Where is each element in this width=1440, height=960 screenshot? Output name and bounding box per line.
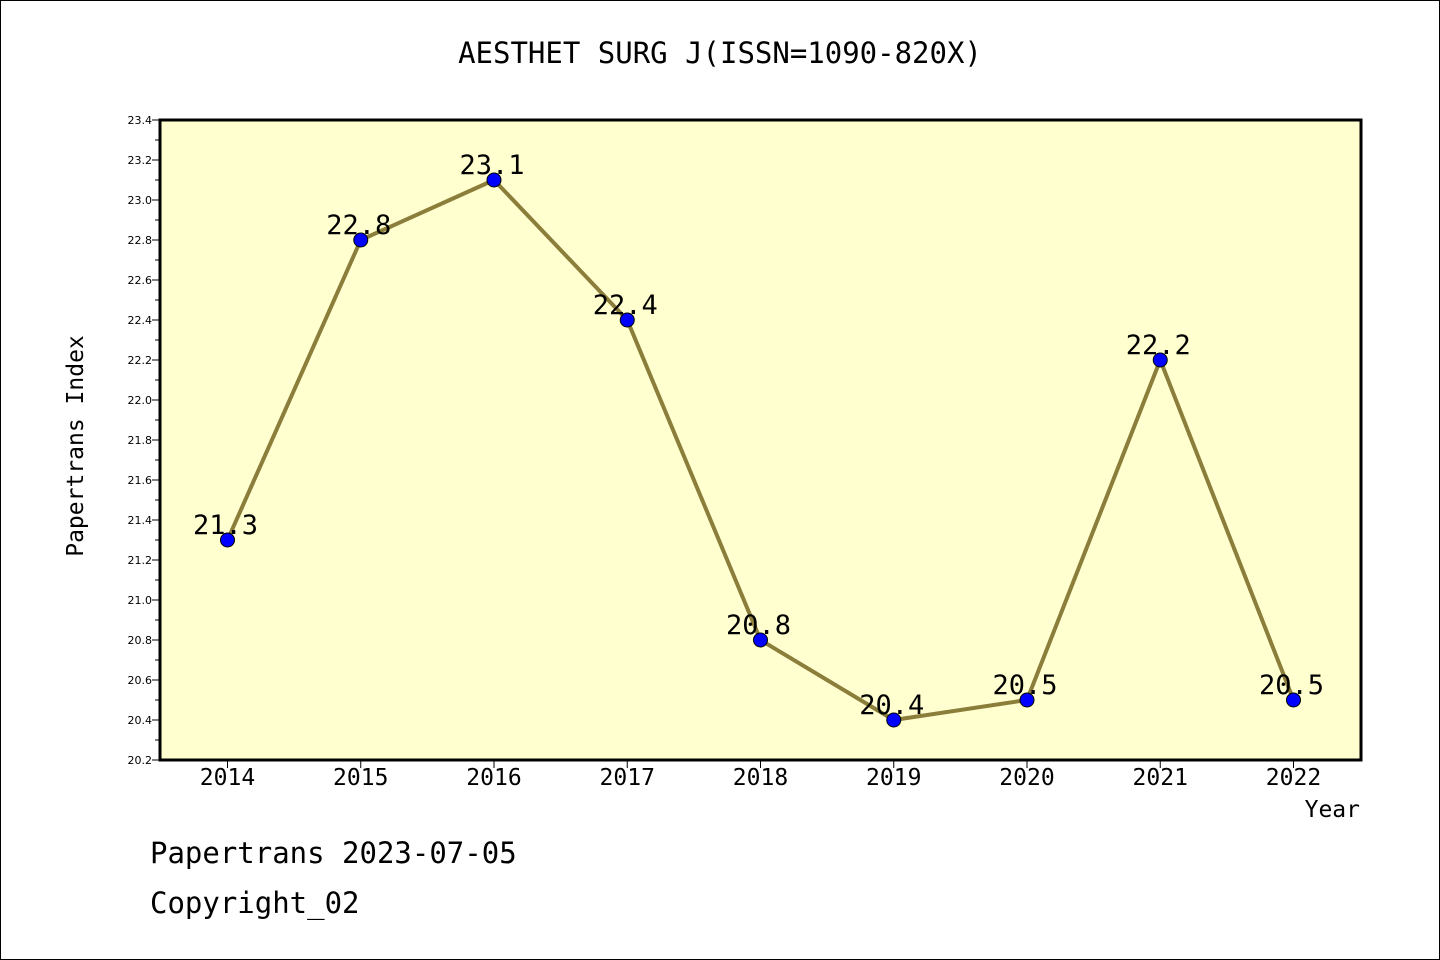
x-tick-label: 2016 — [466, 765, 521, 791]
y-tick-label: 22.6 — [128, 274, 153, 287]
data-label: 20.5 — [992, 670, 1057, 701]
y-axis: 20.2 20.4 20.6 20.8 21.0 21.2 21.4 21.6 21.8 22.0… — [128, 114, 160, 767]
data-label: 22.8 — [326, 210, 391, 241]
chart-title: AESTHET SURG J(ISSN=1090-820X) — [458, 36, 982, 70]
data-point — [753, 632, 768, 648]
x-tick-label: 2020 — [999, 765, 1054, 791]
x-tick-label: 2017 — [600, 765, 655, 791]
x-tick-label: 2014 — [200, 765, 255, 791]
y-tick-label: 22.2 — [128, 354, 153, 367]
x-tick-label: 2021 — [1133, 765, 1188, 791]
data-point — [619, 312, 635, 328]
data-label: 20.4 — [859, 690, 924, 721]
data-label: 21.3 — [193, 510, 258, 541]
y-tick-label: 20.4 — [128, 714, 153, 727]
footer-date: Papertrans 2023-07-05 — [150, 836, 517, 870]
y-tick-label: 21.6 — [128, 474, 153, 487]
x-tick-label: 2015 — [333, 765, 388, 791]
y-axis-title: Papertrans Index — [63, 335, 89, 557]
data-point — [1286, 692, 1301, 708]
x-axis-title: Year — [1304, 797, 1360, 823]
footer-copyright: Copyright_02 — [150, 886, 360, 920]
y-tick-label: 21.4 — [128, 514, 153, 527]
x-tick-label: 2022 — [1266, 765, 1321, 791]
y-tick-label: 21.2 — [128, 554, 153, 567]
data-point — [220, 532, 235, 548]
y-tick-label: 22.8 — [128, 234, 153, 247]
x-tick-label: 2019 — [866, 765, 921, 791]
data-label: 22.2 — [1126, 330, 1191, 361]
plot-area — [158, 118, 1363, 762]
data-label: 20.8 — [726, 610, 791, 641]
x-axis: 2014 2015 2016 2017 2018 2019 2020 2021 2022 — [200, 760, 1321, 791]
data-label: 20.5 — [1259, 670, 1324, 701]
y-tick-label: 23.0 — [128, 194, 153, 207]
data-label: 22.4 — [593, 290, 658, 321]
data-point — [1152, 352, 1168, 368]
y-tick-label: 21.8 — [128, 434, 153, 447]
y-tick-label: 21.0 — [128, 594, 153, 607]
y-tick-label: 20.6 — [128, 674, 153, 687]
y-tick-label: 23.2 — [128, 154, 153, 167]
data-point — [1019, 692, 1035, 708]
y-tick-label: 22.0 — [128, 394, 153, 407]
data-label-layer: 21.3 22.8 23.1 22.4 20.8 20.4 20.5 22.2 20.5 — [193, 150, 1324, 721]
y-tick-label: 20.8 — [128, 634, 153, 647]
y-tick-label: 20.2 — [128, 754, 153, 767]
data-label: 23.1 — [459, 150, 524, 181]
data-point — [486, 172, 502, 188]
series-layer — [220, 172, 1301, 728]
y-tick-label: 22.4 — [128, 314, 153, 327]
y-tick-label: 23.4 — [128, 114, 153, 127]
data-point — [353, 232, 369, 248]
x-tick-label: 2018 — [733, 765, 788, 791]
data-point — [886, 712, 902, 728]
